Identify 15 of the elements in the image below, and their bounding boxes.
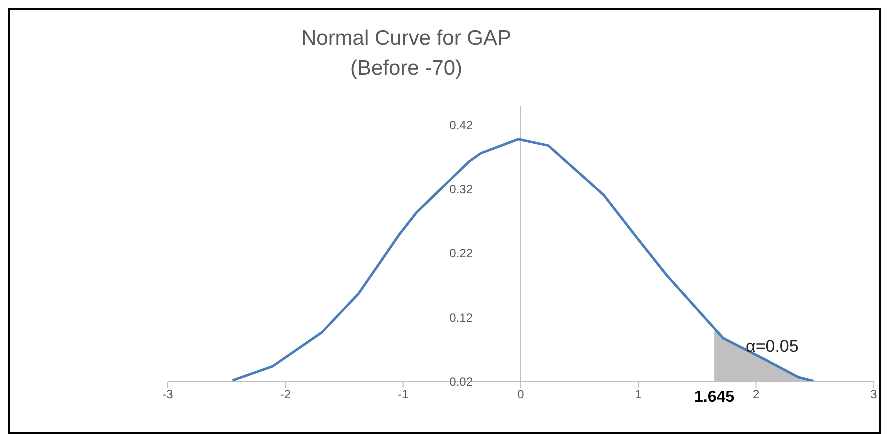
- x-tick-label: -2: [280, 388, 292, 402]
- y-tick-label: 0.02: [450, 375, 474, 389]
- chart-title: Normal Curve for GAP (Before -70): [300, 26, 513, 82]
- y-tick-label: 0.32: [450, 182, 474, 196]
- x-tick-label: -3: [162, 388, 174, 402]
- x-tick-label: 3: [870, 388, 878, 402]
- y-tick-label: 0.42: [450, 118, 474, 132]
- x-tick-label: 2: [752, 388, 760, 402]
- annotation: 1.645: [694, 389, 735, 406]
- annotation: α=0.05: [746, 337, 799, 357]
- x-tick-label: 0: [518, 388, 525, 402]
- y-tick-label: 0.12: [450, 310, 474, 325]
- x-tick-label: -1: [398, 388, 409, 402]
- x-tick-label: 1: [635, 388, 642, 402]
- y-tick-label: 0.22: [450, 246, 474, 261]
